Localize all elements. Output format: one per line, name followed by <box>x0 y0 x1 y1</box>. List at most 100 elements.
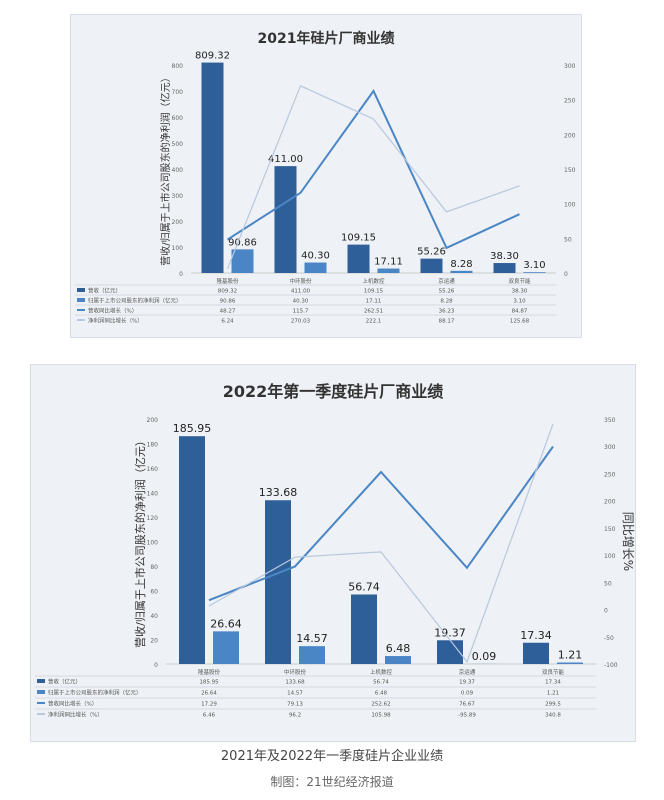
bar-data-label: 19.37 <box>434 626 466 639</box>
bar-data-label: 1.21 <box>558 649 583 662</box>
bar <box>377 268 400 273</box>
x-category-label: 京运通 <box>459 668 476 676</box>
table-cell: 55.26 <box>439 289 455 295</box>
table-cell: 79.13 <box>287 702 303 708</box>
series-line <box>226 89 520 250</box>
y-tick-label: 0 <box>179 271 183 278</box>
bar-data-label: 90.86 <box>228 237 257 248</box>
table-cell: 17.11 <box>366 299 382 305</box>
y-tick-label: 400 <box>172 167 184 174</box>
y-tick-label: 140 <box>147 491 159 498</box>
legend-label: 归属于上市公司股东的净利润（亿元） <box>88 297 182 305</box>
bar-data-label: 3.10 <box>523 260 545 271</box>
legend-label: 归属于上市公司股东的净利润（亿元） <box>48 689 142 697</box>
bar <box>265 500 291 664</box>
table-cell: 809.32 <box>218 289 237 295</box>
bar-data-label: 809.32 <box>195 51 230 62</box>
x-category-label: 中环股份 <box>284 668 307 676</box>
y-tick-label: 180 <box>147 442 159 449</box>
table-cell: 340.8 <box>545 713 561 719</box>
bar <box>437 640 463 664</box>
bar-data-label: 0.09 <box>472 650 497 663</box>
y2-tick-label: 250 <box>604 471 616 478</box>
y-axis-label: 营收/归属于上市公司股东的净利润（亿元） <box>133 435 147 648</box>
table-cell: 1.21 <box>547 691 559 697</box>
table-cell: 411.00 <box>291 289 311 295</box>
legend-label: 营收同比增长（%） <box>48 700 97 708</box>
series-line <box>208 423 554 663</box>
table-cell: 185.95 <box>199 680 219 686</box>
y2-axis-label: 同比增长% <box>621 512 635 571</box>
x-category-label: 上机数控 <box>370 668 393 676</box>
bar-data-label: 38.30 <box>490 251 519 262</box>
legend-label: 营收（亿元） <box>88 287 121 295</box>
bar <box>179 436 205 664</box>
table-cell: 8.28 <box>440 299 453 305</box>
bar <box>304 262 327 273</box>
y-tick-label: 0 <box>154 662 158 669</box>
y-tick-label: 100 <box>172 245 184 252</box>
bar-data-label: 6.48 <box>386 642 411 655</box>
y2-tick-label: -50 <box>604 635 614 642</box>
bar-data-label: 14.57 <box>296 632 328 645</box>
legend-label: 营收（亿元） <box>48 678 81 686</box>
bar-data-label: 40.30 <box>301 251 330 262</box>
table-cell: 6.48 <box>375 691 388 697</box>
table-cell: 88.17 <box>439 319 455 325</box>
table-cell: 133.68 <box>285 680 305 686</box>
y2-tick-label: 50 <box>564 236 572 243</box>
table-cell: 26.64 <box>201 691 217 697</box>
bar-data-label: 133.68 <box>259 486 298 499</box>
x-category-label: 隆基股份 <box>198 668 221 676</box>
table-cell: 109.15 <box>364 289 384 295</box>
table-cell: 6.46 <box>203 713 216 719</box>
x-category-label: 双良节能 <box>508 277 531 285</box>
credit: 制图：21世纪经济报道 <box>270 775 394 789</box>
bar-data-label: 17.34 <box>520 629 552 642</box>
bar-data-label: 185.95 <box>173 422 212 435</box>
x-category-label: 京运通 <box>438 277 455 285</box>
y-tick-label: 80 <box>150 564 158 571</box>
chart-2021: 2021年硅片厂商业绩 0 100 200 300 400 500 600 700 800 0 50 1… <box>70 14 582 338</box>
bar-data-label: 109.15 <box>341 233 376 244</box>
table-cell: 14.57 <box>287 691 303 697</box>
series-line <box>208 445 554 602</box>
bar <box>493 263 516 273</box>
table-cell: 90.86 <box>220 299 236 305</box>
y-tick-label: 40 <box>150 613 158 620</box>
x-category-label: 中环股份 <box>289 277 312 285</box>
y2-tick-label: 200 <box>604 499 616 506</box>
caption: 2021年及2022年一季度硅片企业业绩 <box>220 749 444 764</box>
legend-swatch <box>77 298 85 302</box>
table-cell: 17.34 <box>545 680 561 686</box>
y2-tick-label: 0 <box>564 271 568 278</box>
bar <box>385 656 411 664</box>
y-tick-label: 160 <box>147 466 159 473</box>
y2-tick-label: 200 <box>564 132 576 139</box>
x-category-label: 双良节能 <box>542 668 565 676</box>
table-cell: 38.30 <box>512 289 528 295</box>
y2-tick-label: 50 <box>604 580 612 587</box>
y-tick-label: 800 <box>172 63 184 70</box>
bar <box>274 166 297 273</box>
table-cell: 76.67 <box>459 702 475 708</box>
bar <box>231 249 254 273</box>
y-tick-label: 300 <box>172 193 184 200</box>
y2-tick-label: 250 <box>564 98 576 105</box>
y-tick-label: 200 <box>147 417 159 424</box>
bar-data-label: 55.26 <box>417 247 446 258</box>
bar <box>213 631 239 664</box>
table-cell: 36.23 <box>439 309 455 315</box>
table-cell: 270.03 <box>291 319 311 325</box>
table-cell: -95.89 <box>458 713 476 719</box>
x-category-label: 隆基股份 <box>216 277 239 285</box>
table-cell: 40.30 <box>293 299 309 305</box>
table-cell: 56.74 <box>373 680 389 686</box>
table-cell: 6.24 <box>221 319 234 325</box>
y-tick-label: 20 <box>150 638 158 645</box>
table-cell: 125.68 <box>510 319 530 325</box>
series-line <box>226 84 520 269</box>
bar <box>523 642 549 664</box>
table-cell: 262.51 <box>364 309 383 315</box>
table-cell: 17.29 <box>201 702 217 708</box>
